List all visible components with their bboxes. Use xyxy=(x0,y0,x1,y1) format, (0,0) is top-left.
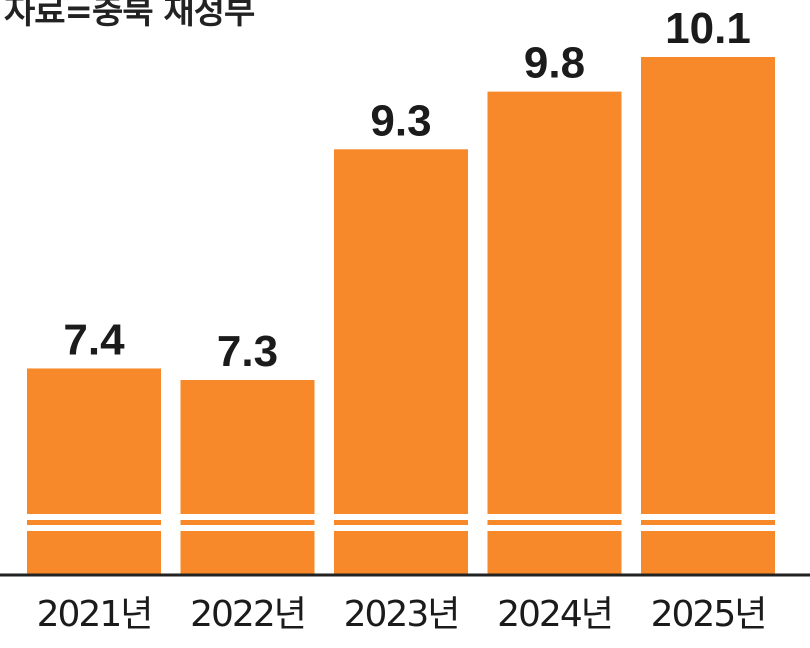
x-tick-label: 2021년 xyxy=(37,594,152,635)
axis-break-gap xyxy=(486,514,623,520)
axis-break-gap xyxy=(26,525,162,531)
data-label: 7.3 xyxy=(217,327,278,376)
data-label: 10.1 xyxy=(665,4,751,53)
axis-break-gap xyxy=(333,525,469,531)
bar-2021년 xyxy=(27,368,161,574)
x-tick-label: 2023년 xyxy=(344,594,459,635)
x-tick-label: 2024년 xyxy=(497,594,612,635)
bar-2024년 xyxy=(487,91,622,574)
data-labels-layer: 7.4 7.3 9.3 9.8 10.1 xyxy=(63,4,750,376)
axis-break-gap xyxy=(179,514,316,520)
axis-break-gap xyxy=(179,525,316,531)
bar-2022년 xyxy=(180,380,315,574)
axis-break-gap xyxy=(640,514,776,520)
axis-break-gap xyxy=(640,525,776,531)
source-note: 자료=충북 재정부 xyxy=(4,0,255,32)
tick-labels-layer: 2021년 2022년 2023년 2024년 2025년 xyxy=(37,594,768,635)
data-label: 9.3 xyxy=(370,96,431,145)
bars-layer xyxy=(26,57,776,575)
x-tick-label: 2022년 xyxy=(190,594,305,635)
bar-2023년 xyxy=(334,149,468,575)
data-label: 9.8 xyxy=(524,39,585,88)
x-tick-label: 2025년 xyxy=(651,594,766,635)
axis-break-gap xyxy=(26,514,162,520)
axis-break-gap xyxy=(486,525,623,531)
axis-break-gap xyxy=(333,514,469,520)
bar-2025년 xyxy=(641,57,775,574)
data-label: 7.4 xyxy=(63,315,125,364)
